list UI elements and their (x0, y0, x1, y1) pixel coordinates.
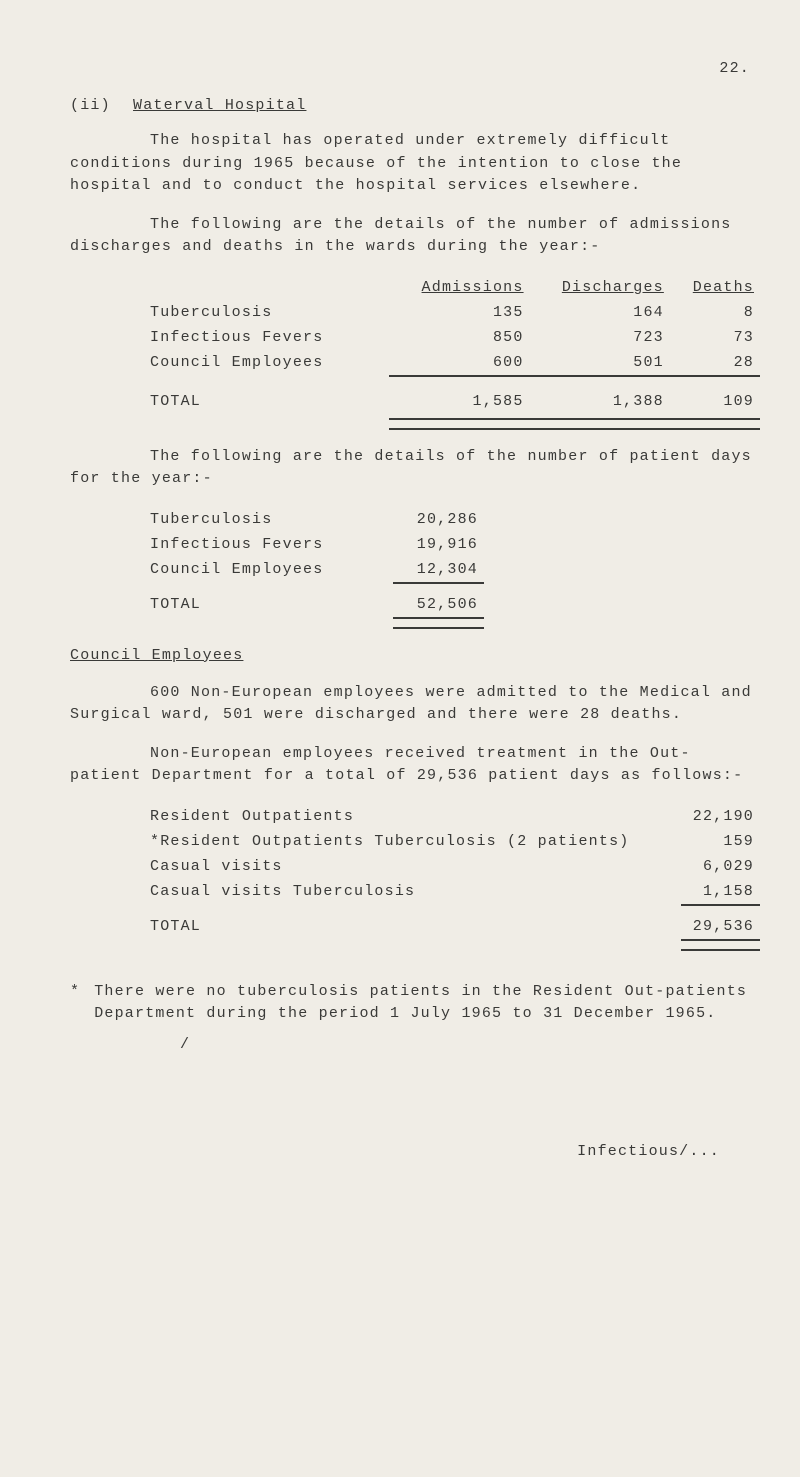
table-cell: 159 (681, 829, 760, 854)
table-total-row: TOTAL 1,585 1,388 109 (70, 385, 760, 419)
section-heading: (ii) Waterval Hospital (70, 97, 760, 114)
paragraph-table2-intro: The following are the details of the num… (70, 446, 760, 491)
table-cell: 850 (389, 325, 529, 350)
continuation-marker: Infectious/... (70, 1143, 760, 1160)
table-row: Council Employees 12,304 (70, 557, 484, 583)
table-cell: 8 (670, 300, 760, 325)
table-row: Casual visits 6,029 (70, 854, 760, 879)
table-cell: 20,286 (393, 507, 484, 532)
table-total-row: TOTAL 52,506 (70, 592, 484, 618)
table-rule (70, 419, 760, 429)
table-cell-label: Infectious Fevers (70, 325, 389, 350)
table-header: Discharges (530, 275, 670, 300)
table-cell-label: Tuberculosis (70, 507, 393, 532)
table-rule (70, 583, 484, 592)
table-cell-label: Casual visits (70, 854, 681, 879)
table-cell-label: Casual visits Tuberculosis (70, 879, 681, 905)
table-row: Tuberculosis 20,286 (70, 507, 484, 532)
patient-days-table: Tuberculosis 20,286 Infectious Fevers 19… (70, 507, 484, 629)
table-cell: 52,506 (393, 592, 484, 618)
table-cell: 1,158 (681, 879, 760, 905)
table-cell: 600 (389, 350, 529, 376)
table-row: Infectious Fevers 19,916 (70, 532, 484, 557)
table-row: Casual visits Tuberculosis 1,158 (70, 879, 760, 905)
table-cell: 73 (670, 325, 760, 350)
footnote: * There were no tuberculosis patients in… (70, 981, 760, 1026)
table-cell: 109 (670, 385, 760, 419)
table-cell: 501 (530, 350, 670, 376)
section-title: Waterval Hospital (133, 97, 306, 114)
table-cell: 12,304 (393, 557, 484, 583)
paragraph-council-1: 600 Non-European employees were admitted… (70, 682, 760, 727)
table-row: *Resident Outpatients Tuberculosis (2 pa… (70, 829, 760, 854)
table-cell-label: Infectious Fevers (70, 532, 393, 557)
table-cell: 29,536 (681, 914, 760, 940)
slash-mark: / (180, 1036, 760, 1053)
table-rule (70, 376, 760, 385)
table-rule (70, 940, 760, 950)
paragraph-council-2: Non-European employees received treatmen… (70, 743, 760, 788)
table-row: Infectious Fevers 850 723 73 (70, 325, 760, 350)
table-header-blank (70, 275, 389, 300)
table-header-row: Admissions Discharges Deaths (70, 275, 760, 300)
table-header: Admissions (389, 275, 529, 300)
table-cell-label: Resident Outpatients (70, 804, 681, 829)
table-cell: 164 (530, 300, 670, 325)
table-cell: 723 (530, 325, 670, 350)
table-cell-label: *Resident Outpatients Tuberculosis (2 pa… (70, 829, 681, 854)
table-cell-label: TOTAL (70, 592, 393, 618)
paragraph-table1-intro: The following are the details of the num… (70, 214, 760, 259)
table-total-row: TOTAL 29,536 (70, 914, 760, 940)
section-number: (ii) (70, 97, 111, 114)
table-cell: 135 (389, 300, 529, 325)
table-cell-label: Tuberculosis (70, 300, 389, 325)
table-cell: 22,190 (681, 804, 760, 829)
admissions-table: Admissions Discharges Deaths Tuberculosi… (70, 275, 760, 430)
paragraph-intro: The hospital has operated under extremel… (70, 130, 760, 198)
table-cell-label: TOTAL (70, 914, 681, 940)
table-row: Tuberculosis 135 164 8 (70, 300, 760, 325)
page-number: 22. (70, 60, 760, 77)
table-cell: 28 (670, 350, 760, 376)
footnote-marker: * (70, 981, 84, 1004)
table-cell-label: Council Employees (70, 350, 389, 376)
table-cell: 1,585 (389, 385, 529, 419)
table-cell: 6,029 (681, 854, 760, 879)
table-row: Council Employees 600 501 28 (70, 350, 760, 376)
footnote-text: There were no tuberculosis patients in t… (94, 981, 754, 1026)
outpatients-table: Resident Outpatients 22,190 *Resident Ou… (70, 804, 760, 951)
table-cell-label: Council Employees (70, 557, 393, 583)
table-rule (70, 905, 760, 914)
table-cell: 1,388 (530, 385, 670, 419)
table-rule (70, 618, 484, 628)
table-row: Resident Outpatients 22,190 (70, 804, 760, 829)
subheading-council-employees: Council Employees (70, 647, 760, 664)
table-cell: 19,916 (393, 532, 484, 557)
table-header: Deaths (670, 275, 760, 300)
table-cell-label: TOTAL (70, 385, 389, 419)
